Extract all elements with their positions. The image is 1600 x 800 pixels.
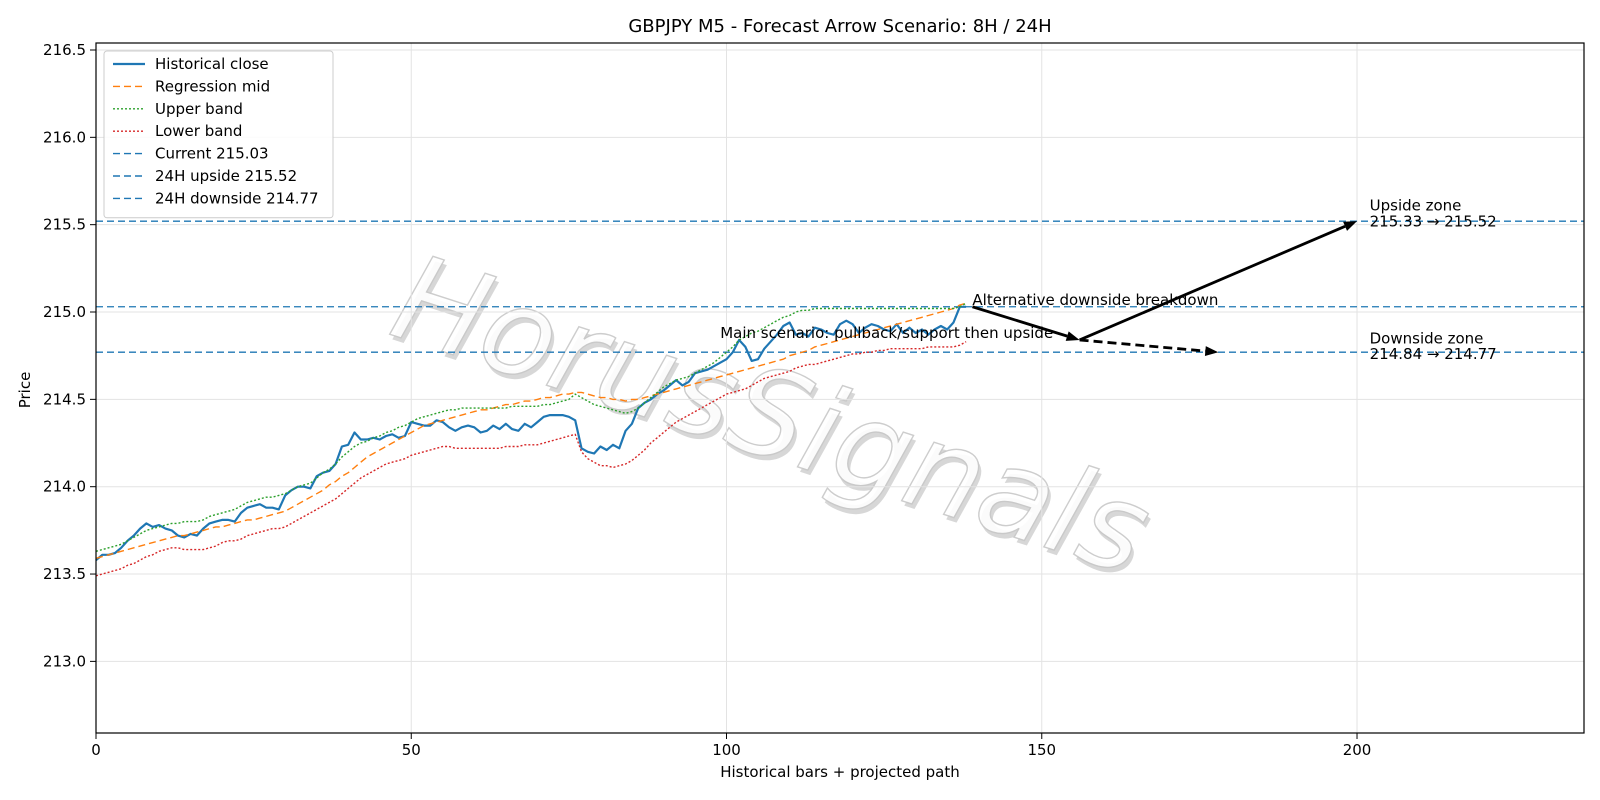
x-axis-ticks: 0 50 100 150 200: [91, 733, 1371, 759]
legend-label: Upper band: [155, 100, 243, 118]
series-line-3: [95, 341, 967, 577]
annotation-downside-range: 214.84 → 214.77: [1370, 345, 1497, 363]
legend-label: 24H upside 215.52: [155, 167, 297, 185]
x-tick-label: 100: [712, 741, 741, 759]
legend-box: [103, 50, 334, 219]
y-axis-ticks: 213.0 213.5 214.0 214.5 215.0 215.5 216.0 216.5: [43, 41, 96, 670]
x-tick-label: 0: [91, 741, 101, 759]
legend-label: 24H downside 214.77: [155, 189, 319, 207]
x-tick-label: 50: [402, 741, 421, 759]
y-tick-label: 216.0: [43, 128, 86, 146]
annotation-downside-zone: Downside zone: [1370, 329, 1484, 347]
x-axis-label: Historical bars + projected path: [720, 763, 960, 781]
series-line-0: [95, 305, 967, 561]
y-tick-label: 216.5: [43, 41, 86, 59]
series-line-1: [95, 302, 967, 559]
legend-label: Historical close: [155, 55, 269, 73]
chart-title: GBPJPY M5 - Forecast Arrow Scenario: 8H …: [628, 16, 1051, 37]
y-tick-label: 214.0: [43, 478, 86, 496]
arrow-main-24h: [1079, 225, 1346, 342]
annotation-upside-zone: Upside zone: [1370, 197, 1462, 215]
plot-frame: [95, 42, 1585, 734]
arrow-head-main-8h: [1065, 331, 1080, 341]
series-lines: [95, 302, 967, 577]
x-tick-label: 200: [1343, 741, 1372, 759]
series-line-2: [95, 302, 967, 552]
watermark: HorusSignals HorusSignals: [377, 228, 1168, 608]
arrow-alt-downside: [1079, 338, 1206, 353]
annotation-main-scenario: Main scenario: pullback/support then ups…: [720, 324, 1053, 342]
legend-label: Regression mid: [155, 77, 270, 95]
arrow-head-alt-downside: [1204, 346, 1219, 357]
y-tick-label: 215.0: [43, 303, 86, 321]
y-tick-label: 213.5: [43, 565, 86, 583]
y-tick-label: 214.5: [43, 390, 86, 408]
legend-label: Lower band: [155, 122, 242, 140]
legend: Historical close Regression mid Upper band…: [103, 50, 334, 219]
annotation-upside-range: 215.33 → 215.52: [1370, 212, 1497, 230]
grid: [95, 43, 1584, 733]
watermark-text: HorusSignals: [378, 229, 1165, 603]
y-tick-label: 215.5: [43, 216, 86, 234]
legend-label: Current 215.03: [155, 145, 269, 163]
forecast-arrows: [971, 221, 1358, 357]
annotation-alternative: Alternative downside breakdown: [972, 291, 1218, 309]
y-tick-label: 213.0: [43, 652, 86, 670]
annotations: Main scenario: pullback/support then ups…: [720, 197, 1497, 363]
arrow-main-8h: [971, 305, 1068, 338]
y-axis-label: Price: [16, 372, 34, 409]
reference-lines: [96, 220, 1584, 353]
x-tick-label: 150: [1027, 741, 1056, 759]
arrow-head-main-24h: [1343, 221, 1358, 231]
